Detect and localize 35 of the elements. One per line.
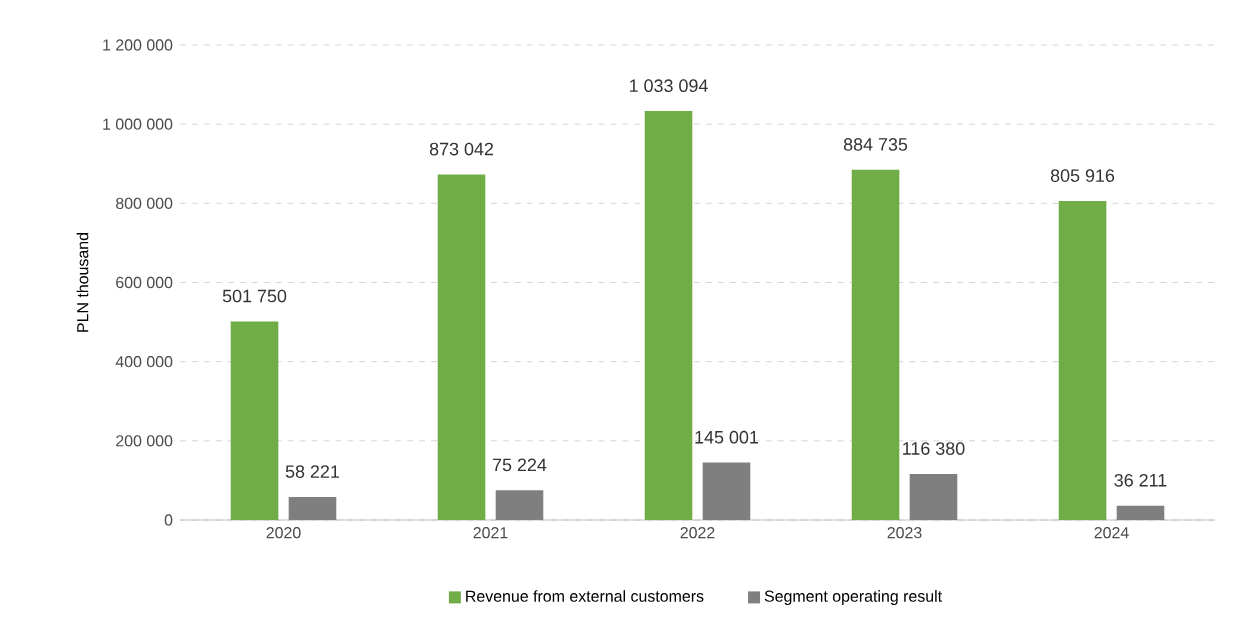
bar: [230, 321, 279, 520]
data-label: 1 033 094: [630, 79, 708, 93]
data-label: 145 001: [695, 430, 758, 444]
bar: [495, 490, 544, 520]
y-tick-label: 1 000 000: [103, 118, 173, 130]
bar: [437, 174, 486, 520]
x-tick-label: 2023: [887, 527, 922, 539]
data-label: 58 221: [285, 465, 339, 478]
bar: [1058, 200, 1107, 520]
data-label: 501 750: [222, 289, 287, 303]
y-tick-label: 200 000: [116, 435, 173, 447]
data-label: 36 211: [1114, 473, 1167, 487]
y-tick-label: 1 200 000: [103, 39, 173, 51]
data-label: 884 735: [843, 138, 908, 151]
x-tick-label: 2020: [266, 527, 301, 539]
y-axis-title: PLN thousand: [76, 233, 89, 332]
legend-label: Segment operating result: [764, 590, 942, 605]
bar: [288, 496, 337, 520]
data-label: 75 224: [492, 458, 547, 472]
x-tick-label: 2022: [680, 527, 715, 539]
data-label: 873 042: [429, 142, 493, 156]
bar: [851, 169, 900, 520]
y-tick-label: 400 000: [115, 356, 173, 368]
y-tick-label: 0: [164, 514, 173, 526]
bar: [644, 111, 693, 520]
y-tick-label: 800 000: [116, 197, 173, 209]
y-tick-label: 600 000: [116, 276, 173, 289]
data-label: 116 380: [903, 442, 965, 455]
x-tick-label: 2021: [473, 527, 508, 539]
x-tick-label: 2024: [1094, 527, 1129, 539]
legend-label: Revenue from external customers: [466, 590, 704, 602]
bar: [1116, 505, 1165, 520]
bar: [702, 462, 751, 520]
data-label: 805 916: [1050, 169, 1115, 182]
bar: [909, 473, 958, 520]
